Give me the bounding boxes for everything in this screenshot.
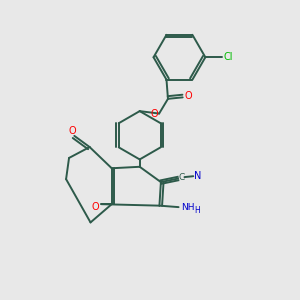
- Text: N: N: [194, 171, 201, 181]
- Text: NH: NH: [181, 202, 194, 211]
- Text: Cl: Cl: [223, 52, 233, 62]
- Text: O: O: [185, 91, 192, 101]
- Text: O: O: [68, 126, 76, 136]
- Text: O: O: [92, 202, 99, 212]
- Text: O: O: [150, 109, 158, 118]
- Text: H: H: [194, 206, 200, 215]
- Text: C: C: [178, 173, 184, 182]
